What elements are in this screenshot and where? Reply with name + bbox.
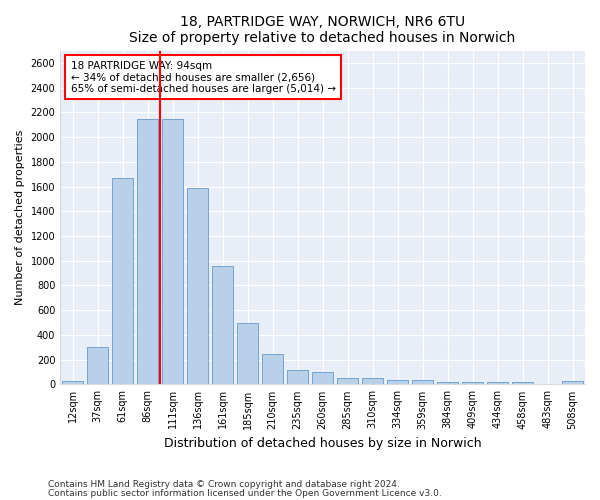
Bar bbox=[237, 322, 258, 384]
Bar bbox=[287, 370, 308, 384]
Bar bbox=[412, 380, 433, 384]
Bar bbox=[162, 118, 183, 384]
Text: Contains HM Land Registry data © Crown copyright and database right 2024.: Contains HM Land Registry data © Crown c… bbox=[48, 480, 400, 489]
Text: 18 PARTRIDGE WAY: 94sqm
← 34% of detached houses are smaller (2,656)
65% of semi: 18 PARTRIDGE WAY: 94sqm ← 34% of detache… bbox=[71, 60, 335, 94]
Bar bbox=[337, 378, 358, 384]
Title: 18, PARTRIDGE WAY, NORWICH, NR6 6TU
Size of property relative to detached houses: 18, PARTRIDGE WAY, NORWICH, NR6 6TU Size… bbox=[130, 15, 516, 45]
Y-axis label: Number of detached properties: Number of detached properties bbox=[15, 130, 25, 305]
Bar bbox=[437, 382, 458, 384]
Bar bbox=[387, 380, 408, 384]
Bar bbox=[112, 178, 133, 384]
Bar bbox=[462, 382, 483, 384]
Bar bbox=[487, 382, 508, 384]
Bar bbox=[362, 378, 383, 384]
Bar bbox=[262, 354, 283, 384]
Bar bbox=[62, 382, 83, 384]
Bar bbox=[87, 348, 108, 385]
Bar bbox=[187, 188, 208, 384]
Text: Contains public sector information licensed under the Open Government Licence v3: Contains public sector information licen… bbox=[48, 488, 442, 498]
Bar bbox=[312, 372, 333, 384]
Bar bbox=[562, 382, 583, 384]
Bar bbox=[512, 382, 533, 384]
X-axis label: Distribution of detached houses by size in Norwich: Distribution of detached houses by size … bbox=[164, 437, 481, 450]
Bar bbox=[212, 266, 233, 384]
Bar bbox=[137, 118, 158, 384]
